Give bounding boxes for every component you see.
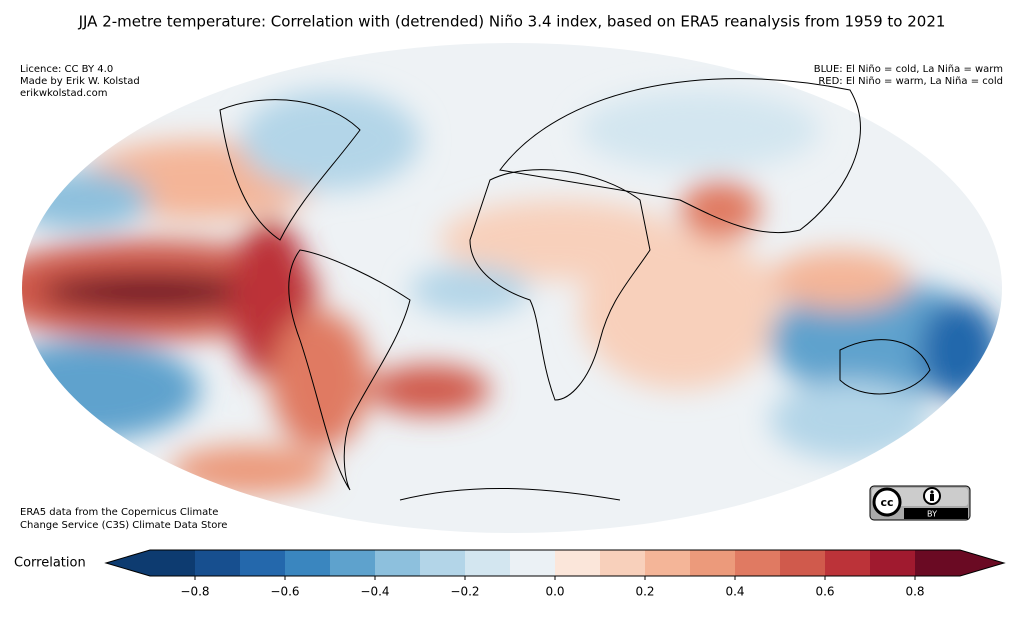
colorbar-swatch: [780, 550, 826, 576]
licence-line: Licence: CC BY 4.0: [20, 64, 113, 75]
colorbar-tick-label: −0.8: [180, 585, 209, 599]
licence-line: erikwkolstad.com: [20, 88, 108, 99]
map: [22, 43, 1002, 533]
colorbar-extend-low: [106, 550, 150, 576]
colorbar-swatch: [375, 550, 421, 576]
svg-text:cc: cc: [880, 496, 893, 509]
colorbar-swatch: [330, 550, 376, 576]
colorbar-swatch: [645, 550, 691, 576]
colorbar-swatch: [510, 550, 556, 576]
colorbar-tick-label: 0.6: [815, 585, 834, 599]
colorbar: −0.8 −0.6 −0.4 −0.2 0.0 0.2 0.4 0.6 0.8: [104, 549, 1006, 599]
colorbar-tick-label: 0.2: [635, 585, 654, 599]
colorbar-tick-label: −0.4: [360, 585, 389, 599]
colorbar-label: Correlation: [14, 556, 86, 571]
colorbar-swatch: [240, 550, 286, 576]
colorbar-swatch: [825, 550, 871, 576]
legend-line: RED: El Niño = warm, La Niña = cold: [818, 76, 1003, 87]
colorbar-tick-label: −0.2: [450, 585, 479, 599]
colorbar-tick-label: 0.0: [545, 585, 564, 599]
map-title: JJA 2-metre temperature: Correlation wit…: [78, 13, 946, 31]
colorbar-swatch: [465, 550, 511, 576]
colorbar-swatch: [870, 550, 916, 576]
colorbar-tick-label: 0.8: [905, 585, 924, 599]
colorbar-swatch: [735, 550, 781, 576]
colorbar-tick-label: 0.4: [725, 585, 744, 599]
coastlines: [219, 78, 931, 501]
colorbar-swatch: [285, 550, 331, 576]
colorbar-swatch: [600, 550, 646, 576]
colorbar-swatch: [195, 550, 241, 576]
source-line: Change Service (C3S) Climate Data Store: [20, 520, 227, 531]
colorbar-outline: [104, 549, 1006, 577]
colorbar-swatch: [420, 550, 466, 576]
colorbar-swatch: [555, 550, 601, 576]
source-line: ERA5 data from the Copernicus Climate: [20, 507, 218, 518]
colorbar-swatch: [915, 550, 961, 576]
colorbar-extend-high: [960, 550, 1004, 576]
cc-badge: cc BY: [869, 485, 971, 521]
legend-line: BLUE: El Niño = cold, La Niña = warm: [814, 64, 1003, 75]
licence-line: Made by Erik W. Kolstad: [20, 76, 140, 87]
colorbar-swatch: [690, 550, 736, 576]
colorbar-swatch: [150, 550, 196, 576]
colorbar-tick-label: −0.6: [270, 585, 299, 599]
badge-text: BY: [927, 510, 937, 519]
